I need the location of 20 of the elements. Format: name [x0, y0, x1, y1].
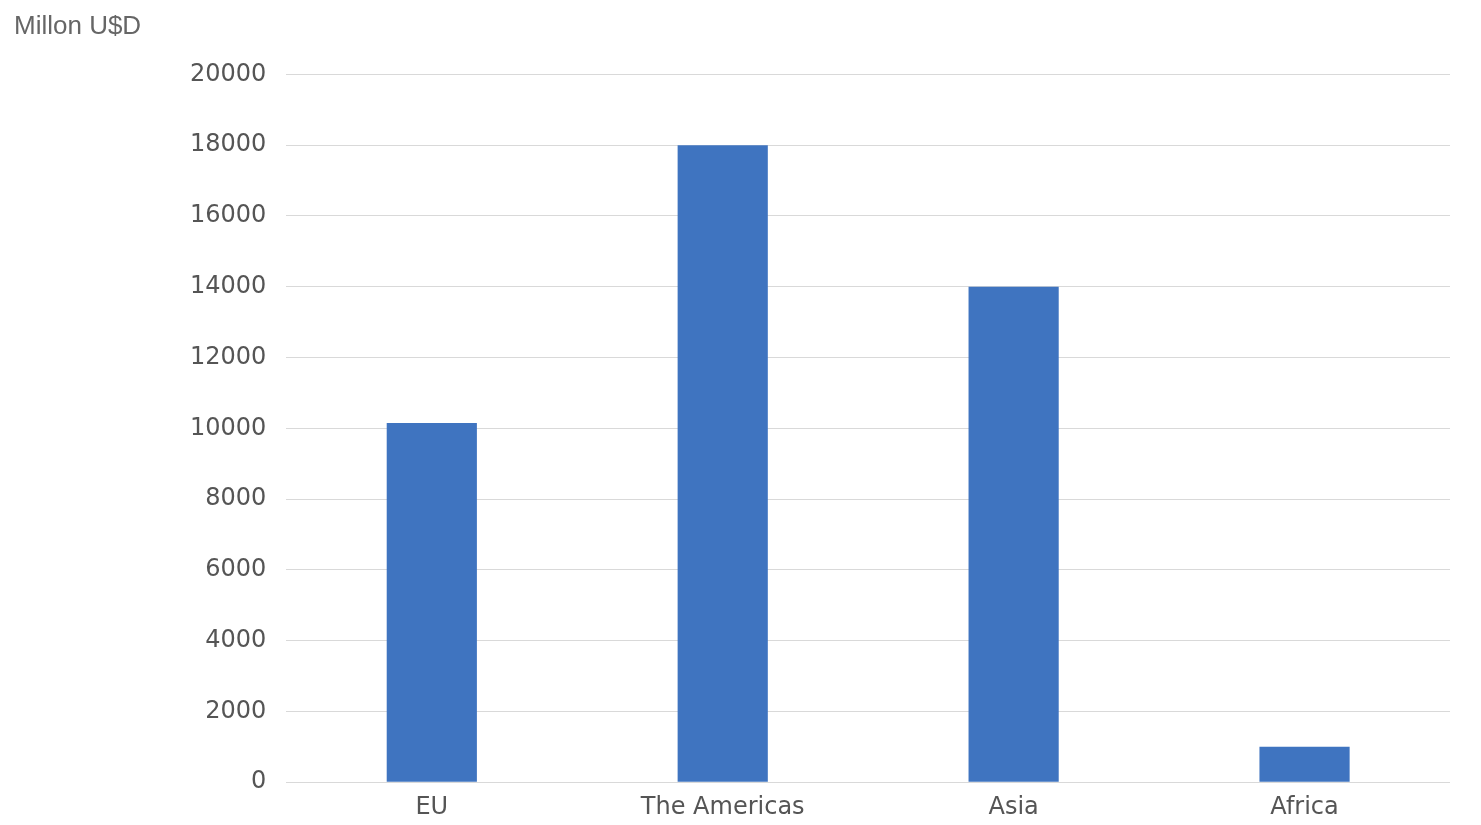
y-tick-label: 18000: [189, 129, 267, 158]
y-tick-label: 2000: [205, 695, 267, 724]
y-tick-label: 20000: [189, 58, 267, 87]
y-tick-label: 10000: [189, 412, 267, 441]
y-tick-label: 16000: [189, 200, 267, 229]
y-tick-label: 4000: [205, 624, 267, 653]
y-tick-label: 6000: [205, 554, 267, 583]
bar: [968, 286, 1059, 782]
x-tick-label: Africa: [1270, 791, 1339, 820]
x-tick-label: The Americas: [639, 791, 805, 820]
y-tick-label: 14000: [189, 270, 267, 299]
y-tick-label: 0: [251, 766, 267, 795]
y-tick-label: 8000: [205, 483, 267, 512]
x-tick-label: EU: [415, 791, 449, 820]
y-tick-label: 12000: [189, 341, 267, 370]
bar: [677, 145, 768, 782]
x-tick-label: Asia: [988, 791, 1039, 820]
bar: [1259, 746, 1350, 782]
bar: [386, 422, 477, 782]
y-axis-title: Millon U$D: [14, 10, 142, 41]
